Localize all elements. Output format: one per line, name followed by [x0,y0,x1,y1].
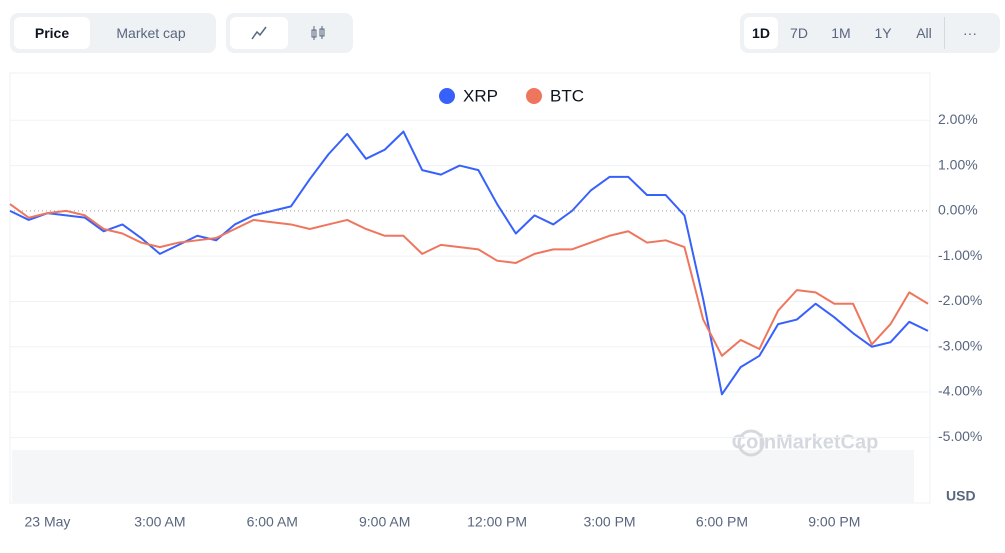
range-button[interactable]: 7D [790,25,808,41]
legend-label: XRP [463,86,498,105]
x-tick-label: 12:00 PM [467,514,527,530]
icon [311,26,325,40]
unit-label: USD [946,488,976,504]
legend-label: BTC [550,86,584,105]
tab-group: Price Market cap [10,13,216,53]
range-group: 1D 7D 1M 1Y All ··· [740,13,1000,53]
x-tick-label: 3:00 AM [134,514,185,530]
y-tick-label: 0.00% [938,202,978,218]
chart-type-group [226,13,353,53]
x-tick-label: 23 May [25,514,71,530]
range-button[interactable]: 1D [744,17,778,49]
watermark-logo [737,429,765,457]
range-button[interactable]: All [904,17,945,49]
x-tick-label: 9:00 AM [359,514,410,530]
range-button[interactable]: 1M [831,25,851,41]
x-tick-label: 9:00 PM [808,514,860,530]
y-tick-label: -2.00% [938,292,982,308]
range-button[interactable]: 1Y [874,25,892,41]
x-tick-label: 6:00 AM [247,514,298,530]
y-tick-label: 1.00% [938,156,978,172]
y-tick-label: -5.00% [938,428,982,444]
candle-icon[interactable] [288,17,348,49]
legend-swatch [439,88,455,104]
watermark: CoinMarketCap [732,431,879,453]
x-tick-label: 6:00 PM [696,514,748,530]
x-tick-label: 3:00 PM [583,514,635,530]
icon [251,26,267,40]
line-icon[interactable] [230,17,288,49]
series-line [9,203,929,357]
y-tick-label: 2.00% [938,111,978,127]
volume-area [12,450,914,503]
y-tick-label: -1.00% [938,247,982,263]
tab[interactable]: Market cap [116,25,186,41]
series-line [9,130,929,396]
y-tick-label: -3.00% [938,337,982,353]
y-tick-label: -4.00% [938,383,982,399]
tab[interactable]: Price [14,17,90,49]
icon-line [251,26,267,40]
more-button[interactable]: ··· [963,25,977,41]
legend-swatch [526,88,542,104]
